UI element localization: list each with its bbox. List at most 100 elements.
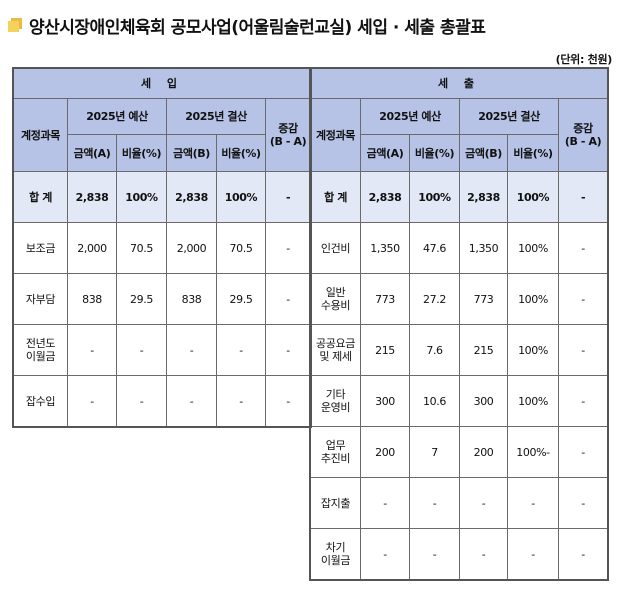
expense-amount-a-cell: 773 <box>360 273 410 325</box>
expense-account-cell: 기타 운영비 <box>310 375 361 427</box>
income-amount-b-cell: 838 <box>166 273 217 325</box>
expense-amount-a-cell: 1,350 <box>360 222 410 274</box>
expense-ratio2-header: 비율(%) <box>507 134 559 172</box>
expense-ratio2-cell: 100% <box>507 171 559 223</box>
expense-ratio1-cell: 27.2 <box>409 273 460 325</box>
expense-table: 세 출 계정과목 2025년 예산 2025년 결산 증감 (B - A) 금액… <box>309 68 609 580</box>
expense-amount-b-cell: 773 <box>459 273 508 325</box>
income-diff-cell: - <box>264 375 312 427</box>
income-account-cell: 전년도 이월금 <box>13 324 68 376</box>
income-section-header: 세 입 <box>12 68 312 99</box>
income-account-cell: 잡수입 <box>13 375 68 427</box>
expense-diff-header: 증감 (B - A) <box>557 98 609 172</box>
income-diff-header: 증감 (B - A) <box>264 98 312 172</box>
expense-settle-header: 2025년 결산 <box>459 98 559 135</box>
expense-diff-cell: - <box>557 324 609 376</box>
income-budget-header: 2025년 예산 <box>67 98 167 135</box>
income-ratio1-cell: - <box>116 375 167 427</box>
table-row: 전년도 이월금 - - - - - <box>13 324 312 376</box>
expense-amount-a-cell: - <box>360 477 410 529</box>
table-row: 차기 이월금 - - - - - <box>310 528 609 580</box>
income-diff-cell: - <box>264 222 312 274</box>
expense-account-cell: 일반 수용비 <box>310 273 361 325</box>
income-table: 세 입 계정과목 2025년 예산 2025년 결산 증감 (B - A) 금액… <box>12 68 312 427</box>
income-diff-cell: - <box>264 273 312 325</box>
expense-diff-cell: - <box>557 426 609 478</box>
table-row: 보조금 2,000 70.5 2,000 70.5- <box>13 222 312 274</box>
expense-ratio1-cell: - <box>409 477 460 529</box>
expense-ratio1-cell: 7 <box>409 426 460 478</box>
expense-ratio1-cell: 100% <box>409 171 460 223</box>
expense-amount-b-cell: 215 <box>459 324 508 376</box>
expense-diff-cell: - <box>557 528 609 580</box>
income-amount-b-cell: - <box>166 375 217 427</box>
expense-account-cell: 합 계 <box>310 171 361 223</box>
table-row: 기타 운영비 300 10.6 300 100% - <box>310 375 609 427</box>
income-amount-a-cell: 838 <box>67 273 117 325</box>
income-amount-b-cell: 2,838 <box>166 171 217 223</box>
title-bar: 양산시장애인체육회 공모사업(어울림술런교실) 세입 · 세출 총괄표 <box>8 13 486 38</box>
expense-account-cell: 차기 이월금 <box>310 528 361 580</box>
expense-amount-b-cell: - <box>459 528 508 580</box>
income-amount-a-cell: 2,000 <box>67 222 117 274</box>
income-amount-a-cell: - <box>67 375 117 427</box>
yellow-square-bullet-icon <box>8 18 22 32</box>
table-row: 일반 수용비 773 27.2 773 100% - <box>310 273 609 325</box>
expense-ratio2-cell: 100% <box>507 375 559 427</box>
expense-diff-cell: - <box>557 375 609 427</box>
expense-ratio1-cell: - <box>409 528 460 580</box>
income-category-header: 계정과목 <box>13 98 68 172</box>
expense-amount-a-cell: 215 <box>360 324 410 376</box>
income-diff-cell: - <box>264 324 312 376</box>
expense-amount-a-cell: - <box>360 528 410 580</box>
expense-amount-a-cell: 300 <box>360 375 410 427</box>
expense-account-cell: 잡지출 <box>310 477 361 529</box>
table-row: 잡지출 - - - - - <box>310 477 609 529</box>
income-ratio2-cell: 29.5 <box>216 273 266 325</box>
expense-ratio2-cell: - <box>507 528 559 580</box>
income-ratio1-cell: - <box>116 324 167 376</box>
income-amount-a-cell: 2,838 <box>67 171 117 223</box>
income-diff-cell: - <box>264 171 312 223</box>
expense-amount-b-header: 금액(B) <box>459 134 508 172</box>
expense-diff-cell: - <box>557 477 609 529</box>
expense-ratio1-header: 비율(%) <box>409 134 460 172</box>
income-total-row: 합 계 2,838 100% 2,838 100% - <box>13 171 312 223</box>
income-ratio2-cell: - <box>216 375 266 427</box>
expense-ratio1-cell: 7.6 <box>409 324 460 376</box>
expense-ratio2-cell: 100% <box>507 273 559 325</box>
expense-budget-header: 2025년 예산 <box>360 98 460 135</box>
income-ratio2-cell: 70.5 <box>216 222 266 274</box>
income-account-cell: 자부담 <box>13 273 68 325</box>
income-ratio2-header: 비율(%) <box>216 134 266 172</box>
income-settle-header: 2025년 결산 <box>166 98 266 135</box>
income-amount-a-header: 금액(A) <box>67 134 117 172</box>
expense-account-cell: 공공요금 및 제세 <box>310 324 361 376</box>
table-row: 인건비 1,350 47.6 1,350 100% - <box>310 222 609 274</box>
expense-account-cell: 업무 추진비 <box>310 426 361 478</box>
income-amount-a-cell: - <box>67 324 117 376</box>
expense-category-header: 계정과목 <box>310 98 361 172</box>
expense-diff-cell: - <box>557 171 609 223</box>
expense-ratio1-cell: 47.6 <box>409 222 460 274</box>
expense-ratio2-cell: - <box>507 477 559 529</box>
expense-amount-a-header: 금액(A) <box>360 134 410 172</box>
income-amount-b-cell: 2,000 <box>166 222 217 274</box>
table-row: 잡수입 - - - - - <box>13 375 312 427</box>
table-row: 자부담 838 29.5 838 29.5- <box>13 273 312 325</box>
table-row: 공공요금 및 제세 215 7.6 215 100% - <box>310 324 609 376</box>
page-title: 양산시장애인체육회 공모사업(어울림술런교실) 세입 · 세출 총괄표 <box>29 17 486 38</box>
unit-label: (단위: 천원) <box>555 53 613 66</box>
expense-diff-cell: - <box>557 273 609 325</box>
income-ratio1-cell: 70.5 <box>116 222 167 274</box>
expense-account-cell: 인건비 <box>310 222 361 274</box>
expense-ratio2-cell: 100%- <box>507 426 559 478</box>
table-row: 업무 추진비 200 7 200 100%- - <box>310 426 609 478</box>
expense-amount-a-cell: 2,838 <box>360 171 410 223</box>
expense-amount-b-cell: 200 <box>459 426 508 478</box>
expense-total-row: 합 계 2,838 100% 2,838 100% - <box>310 171 609 223</box>
expense-amount-b-cell: 1,350 <box>459 222 508 274</box>
expense-diff-cell: - <box>557 222 609 274</box>
income-ratio2-cell: 100% <box>216 171 266 223</box>
expense-section-header: 세 출 <box>309 68 609 99</box>
